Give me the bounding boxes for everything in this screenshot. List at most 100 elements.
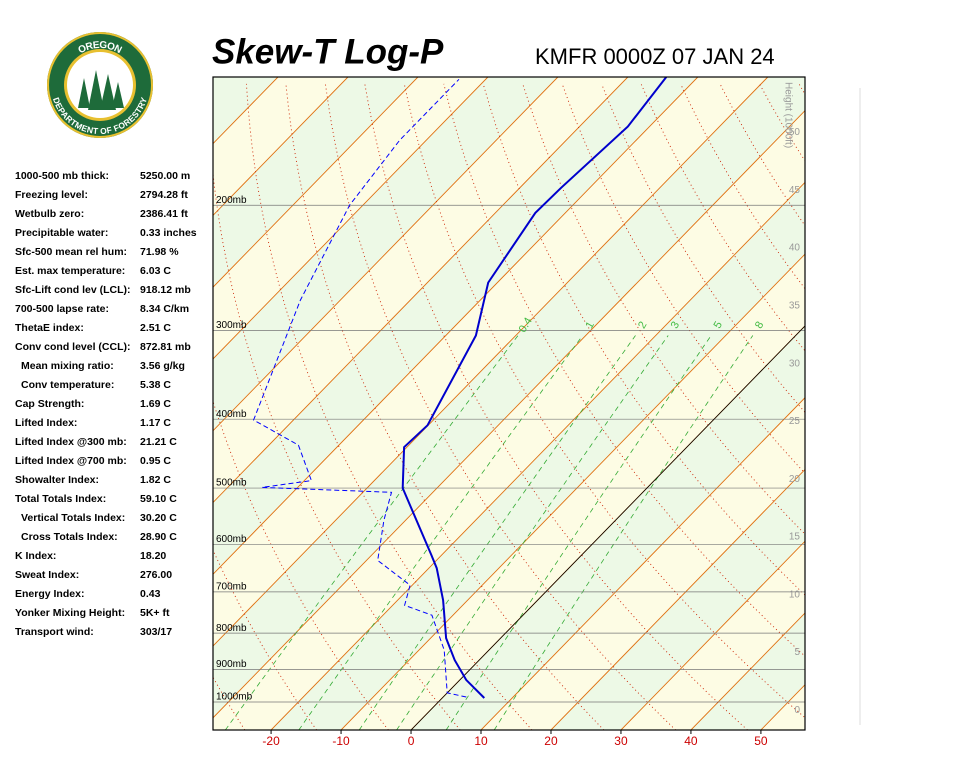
index-value: 5K+ ft	[140, 607, 170, 619]
isotherm-band	[213, 110, 805, 730]
dry-adiabat	[364, 83, 748, 730]
isotherm	[213, 77, 559, 432]
y-tick-label: 900mb	[216, 659, 247, 670]
index-label: 1000-500 mb thick:	[15, 170, 109, 182]
index-label: Showalter Index:	[15, 474, 99, 486]
y2-axis-label: Height (1000ft)	[782, 82, 793, 148]
logo-tree	[112, 82, 124, 108]
y2-tick-label: 30	[789, 358, 801, 369]
index-value: 2386.41 ft	[140, 208, 188, 220]
dry-adiabat	[245, 83, 533, 730]
y2-tick-label: 40	[789, 243, 801, 254]
y2-tick-label: 20	[789, 474, 801, 485]
x-tick-label: -10	[332, 734, 350, 748]
logo-tree	[88, 70, 104, 110]
x-tick-label: 50	[754, 734, 768, 748]
index-value: 872.81 mb	[140, 341, 191, 353]
y-tick-label: 300mb	[216, 320, 247, 331]
index-value: 18.20	[140, 550, 166, 562]
y-tick-label: 800mb	[216, 623, 247, 634]
index-value: 1.69 C	[140, 398, 171, 410]
plot-data	[252, 77, 668, 699]
index-value: 0.95 C	[140, 455, 171, 467]
logo: OREGON DEPARTMENT OF FORESTRY	[47, 32, 153, 138]
dry-adiabat	[878, 84, 960, 730]
index-label: Conv temperature:	[21, 379, 114, 391]
indices-panel: 1000-500 mb thick: 5250.00 m Freezing leve…	[15, 170, 197, 638]
index-value: 5250.00 m	[140, 170, 190, 182]
mixing-ratio-label: 8	[753, 320, 766, 331]
index-label: K Index:	[15, 550, 56, 562]
index-value: 918.12 mb	[140, 284, 191, 296]
dry-adiabat	[640, 83, 805, 352]
dry-adiabat	[838, 84, 960, 730]
index-value: 2794.28 ft	[140, 189, 188, 201]
profile-line	[252, 78, 467, 698]
dry-adiabat	[213, 400, 389, 730]
index-label: Conv cond level (CCL):	[15, 341, 131, 353]
isotherm	[690, 612, 805, 730]
mixing-ratio-line	[298, 335, 584, 730]
index-value: 30.20 C	[140, 512, 177, 524]
axes: 0.4 1 2 3 5 8200mb300mb400mb500mb600mb700mb80…	[216, 82, 800, 748]
index-label: Total Totals Index:	[15, 493, 106, 505]
mixing-ratio-label: 5	[712, 320, 725, 331]
index-label: Yonker Mixing Height:	[15, 607, 125, 619]
y-tick-label: 500mb	[216, 478, 247, 489]
logo-top-text-path: OREGON	[76, 39, 123, 55]
index-label: Sfc-Lift cond lev (LCL):	[15, 284, 131, 296]
dry-adiabat	[482, 83, 805, 596]
plot-frame	[212, 76, 806, 731]
y-tick-label: 1000mb	[216, 692, 253, 703]
y2-tick-label: 0	[794, 705, 800, 716]
index-label: Lifted Index:	[15, 417, 77, 429]
isotherm	[213, 77, 419, 288]
index-label: Mean mixing ratio:	[21, 360, 114, 372]
logo-tree	[100, 74, 116, 110]
index-value: 21.21 C	[140, 436, 177, 448]
dry-adiabat	[917, 84, 960, 730]
y2-tick-label: 35	[789, 300, 801, 311]
mixing-ratio-label: 1	[583, 320, 596, 331]
index-label: Lifted Index @300 mb:	[15, 436, 127, 448]
isotherm	[550, 468, 805, 730]
mixing-ratio-line	[358, 335, 636, 730]
logo-tree	[78, 78, 90, 108]
index-label: Sfc-500 mean rel hum:	[15, 246, 127, 258]
mixing-ratio-label: 2	[636, 320, 649, 331]
chart-subtitle: KMFR 0000Z 07 JAN 24	[535, 44, 775, 69]
isotherm	[213, 109, 805, 719]
index-value: 5.38 C	[140, 379, 171, 391]
x-tick-label: 10	[474, 734, 488, 748]
x-tick-label: 0	[408, 734, 415, 748]
isotherm	[620, 540, 805, 730]
index-value: 59.10 C	[140, 493, 177, 505]
index-label: Freezing level:	[15, 189, 88, 201]
mixing-ratio-label: 3	[669, 320, 682, 331]
isotherm	[213, 77, 629, 504]
y2-tick-label: 15	[789, 532, 801, 543]
index-label: 700-500 lapse rate:	[15, 303, 109, 315]
index-label: Wetbulb zero:	[15, 208, 84, 220]
index-value: 3.56 g/kg	[140, 360, 185, 372]
isotherm	[340, 253, 805, 730]
index-value: 8.34 C/km	[140, 303, 189, 315]
isotherm	[213, 77, 349, 217]
y-tick-label: 600mb	[216, 534, 247, 545]
y2-tick-label: 10	[789, 589, 801, 600]
isotherm-band	[213, 77, 805, 718]
isotherm	[213, 77, 769, 647]
x-tick-label: 30	[614, 734, 628, 748]
x-tick-label: 20	[544, 734, 558, 748]
y2-tick-label: 45	[789, 185, 801, 196]
y2-tick-label: 50	[789, 127, 801, 138]
index-label: Sweat Index:	[15, 569, 79, 581]
x-tick-label: 40	[684, 734, 698, 748]
index-label: ThetaE index:	[15, 322, 84, 334]
index-label: Transport wind:	[15, 626, 94, 638]
profile-line	[401, 77, 668, 699]
index-label: Energy Index:	[15, 588, 84, 600]
x-tick-label: -20	[262, 734, 280, 748]
index-label: Precipitable water:	[15, 227, 108, 239]
